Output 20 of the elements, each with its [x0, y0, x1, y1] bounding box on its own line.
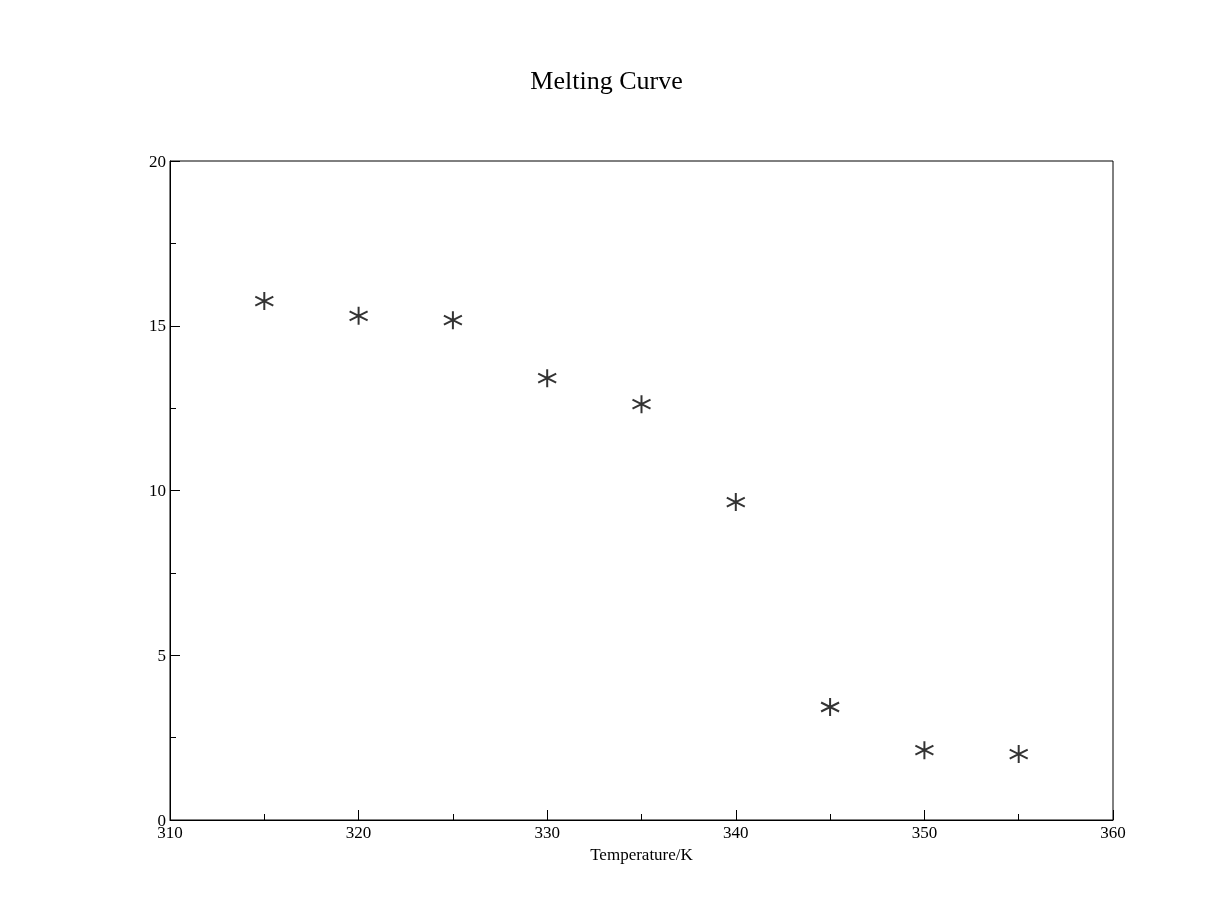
point — [725, 492, 746, 513]
y-tick-label: 10 — [149, 481, 166, 500]
chart-title: Melting Curve — [530, 65, 683, 95]
point — [537, 368, 558, 389]
point — [631, 394, 652, 415]
y-tick-label: 15 — [149, 316, 166, 336]
point — [442, 310, 463, 331]
point — [348, 305, 369, 326]
point — [1008, 744, 1029, 765]
point — [914, 740, 935, 761]
x-tick-label: 360 — [1100, 823, 1126, 842]
y-tick-label: 20 — [149, 151, 166, 171]
x-tick-label: 320 — [345, 823, 372, 842]
y-tick-label: 5 — [157, 645, 166, 665]
x-tick-label: 350 — [911, 823, 938, 842]
x-tick-label: 340 — [723, 823, 749, 842]
point — [254, 291, 275, 312]
point — [820, 696, 841, 717]
x-tick-label: 330 — [534, 823, 560, 842]
x-axis-title: Temperature/K — [590, 844, 694, 864]
